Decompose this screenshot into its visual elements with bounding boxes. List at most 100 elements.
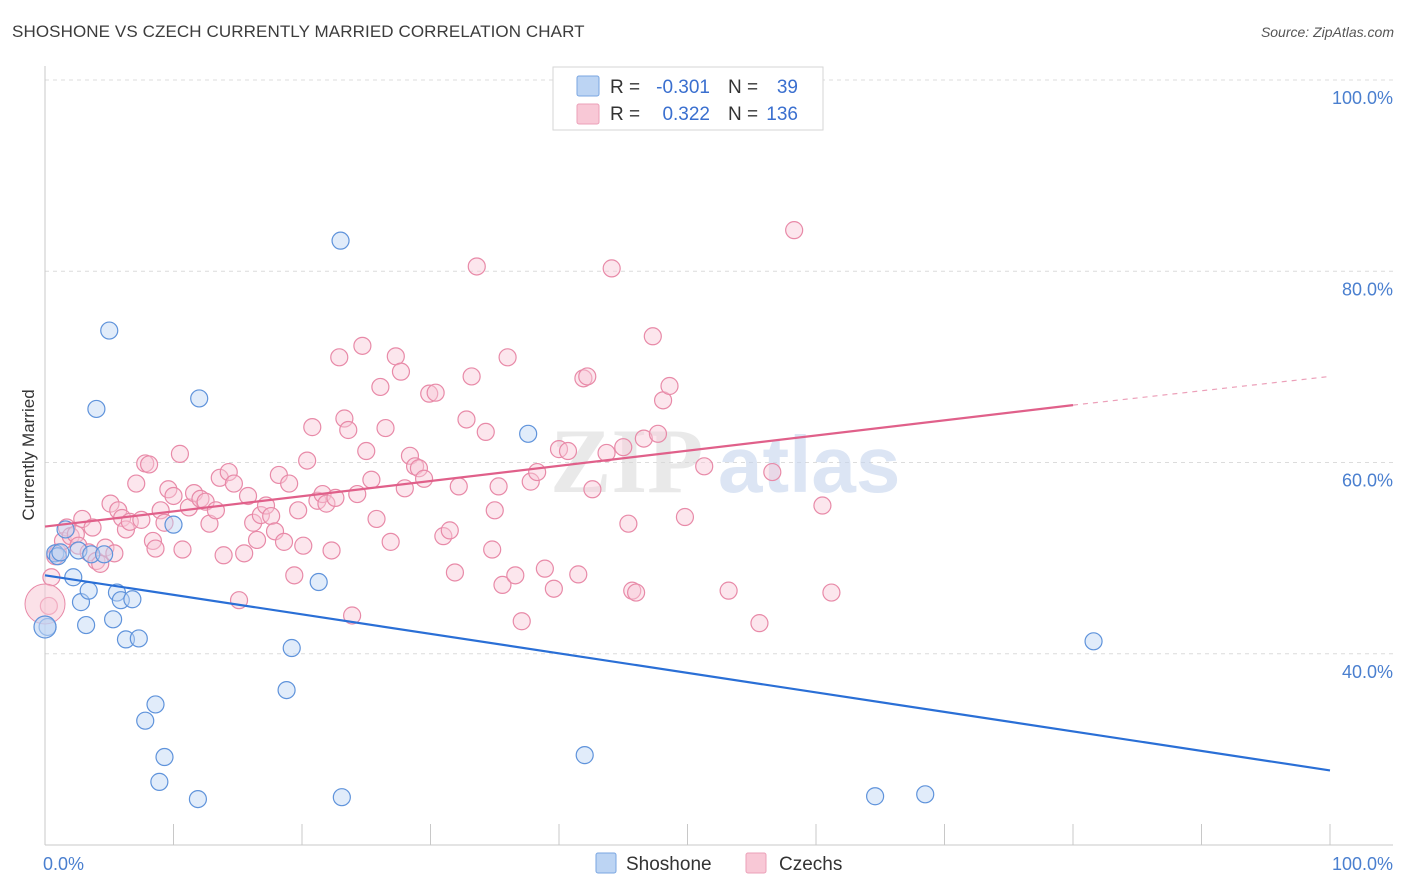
data-point-czechs xyxy=(549,440,569,459)
data-point-shoshone xyxy=(866,787,885,806)
data-point-shoshone xyxy=(916,785,935,804)
bottom-legend: Shoshone Czechs xyxy=(595,852,842,875)
data-point-shoshone xyxy=(104,610,123,629)
data-point-czechs xyxy=(303,418,322,437)
data-point-czechs xyxy=(353,336,372,355)
data-point-czechs xyxy=(695,457,714,476)
data-point-czechs xyxy=(457,410,476,429)
data-point-czechs xyxy=(602,259,621,278)
data-point-czechs xyxy=(280,474,299,493)
data-point-czechs xyxy=(339,420,358,440)
data-point-shoshone xyxy=(188,789,208,809)
data-point-czechs xyxy=(391,362,411,381)
shoshone-points xyxy=(33,231,1103,809)
data-point-czechs xyxy=(426,383,445,402)
data-point-czechs xyxy=(535,559,554,578)
data-point-czechs xyxy=(619,514,638,533)
data-point-shoshone xyxy=(164,515,183,534)
data-point-shoshone xyxy=(331,231,350,250)
y-tick-label: 100.0% xyxy=(1332,88,1393,108)
data-point-shoshone xyxy=(150,772,169,791)
data-point-czechs xyxy=(238,486,258,506)
data-point-shoshone xyxy=(519,424,538,443)
data-point-czechs xyxy=(294,536,313,555)
shoshone-trend-line xyxy=(44,574,1331,772)
data-point-czechs xyxy=(583,480,602,499)
chart-title: SHOSHONE VS CZECH CURRENTLY MARRIED CORR… xyxy=(12,22,585,41)
data-point-czechs xyxy=(498,348,517,367)
data-point-shoshone xyxy=(100,321,119,340)
gridlines xyxy=(45,79,1393,655)
data-point-czechs xyxy=(214,546,233,565)
data-point-czechs xyxy=(69,536,88,555)
data-point-czechs xyxy=(409,459,429,478)
legend-r-value-2: 0.322 xyxy=(662,104,710,125)
y-tick-label: 60.0% xyxy=(1342,471,1393,491)
data-point-czechs xyxy=(235,544,254,563)
legend-r-value-1: -0.301 xyxy=(656,77,710,98)
y-axis-title: Currently Married xyxy=(19,389,38,520)
data-point-czechs xyxy=(675,507,695,527)
data-point-czechs xyxy=(476,422,495,441)
data-point-czechs xyxy=(386,347,405,366)
data-point-czechs xyxy=(414,469,434,488)
data-point-czechs xyxy=(512,612,531,631)
czechs-points xyxy=(24,221,841,633)
czechs-trend-line xyxy=(44,404,1074,528)
data-point-czechs xyxy=(335,409,354,428)
data-point-czechs xyxy=(376,418,395,438)
data-point-czechs xyxy=(719,581,738,600)
data-point-czechs xyxy=(381,532,400,551)
data-point-czechs xyxy=(139,455,159,474)
data-point-czechs xyxy=(343,606,362,625)
x-tick-label-max: 100.0% xyxy=(1332,854,1393,874)
data-point-shoshone xyxy=(136,711,155,730)
data-point-czechs xyxy=(155,513,174,532)
data-point-czechs xyxy=(578,367,597,386)
data-point-czechs xyxy=(506,566,525,585)
data-point-shoshone xyxy=(146,695,165,714)
legend-swatch-czechs xyxy=(576,103,600,125)
data-point-czechs xyxy=(317,494,336,513)
data-point-czechs xyxy=(400,446,420,465)
data-point-czechs xyxy=(445,563,465,582)
legend-swatch-shoshone xyxy=(576,75,600,97)
data-point-czechs xyxy=(224,474,243,493)
legend-r-label-2: R = xyxy=(610,104,640,125)
data-point-shoshone xyxy=(95,545,114,564)
data-point-czechs xyxy=(449,477,468,496)
svg-text:atlas: atlas xyxy=(718,420,900,509)
data-point-czechs xyxy=(528,462,547,482)
data-point-czechs xyxy=(785,221,804,240)
data-point-czechs xyxy=(219,462,238,482)
data-point-shoshone xyxy=(46,544,65,563)
svg-text:ZIP: ZIP xyxy=(550,410,703,512)
data-point-czechs xyxy=(322,541,341,560)
bottom-legend-shoshone: Shoshone xyxy=(626,854,712,875)
data-point-shoshone xyxy=(82,545,101,564)
data-point-czechs xyxy=(420,384,439,403)
data-point-czechs xyxy=(813,496,832,515)
y-tick-labels: 40.0% 60.0% 80.0% 100.0% xyxy=(1332,88,1393,682)
data-point-czechs xyxy=(357,441,376,461)
legend-n-label-1: N = xyxy=(728,77,758,98)
data-point-czechs xyxy=(170,444,190,463)
data-point-shoshone xyxy=(309,572,328,592)
x-tick-label-min: 0.0% xyxy=(43,854,84,874)
data-point-czechs xyxy=(489,477,508,496)
data-point-czechs xyxy=(521,472,540,491)
source-label: Source: ZipAtlas.com xyxy=(1260,24,1394,40)
legend-box: R = -0.301 N = 39 R = 0.322 N = 136 xyxy=(552,66,824,131)
data-point-czechs xyxy=(462,367,481,386)
data-point-czechs xyxy=(265,522,285,541)
data-point-shoshone xyxy=(282,638,301,658)
data-point-czechs xyxy=(262,506,281,526)
data-point-czechs xyxy=(822,583,841,602)
trend-lines xyxy=(44,375,1331,772)
data-point-czechs xyxy=(626,583,646,602)
data-point-shoshone xyxy=(129,629,148,648)
data-point-shoshone xyxy=(332,788,351,807)
data-point-shoshone xyxy=(155,747,174,767)
data-point-shoshone xyxy=(277,680,296,700)
data-point-czechs xyxy=(569,565,588,584)
